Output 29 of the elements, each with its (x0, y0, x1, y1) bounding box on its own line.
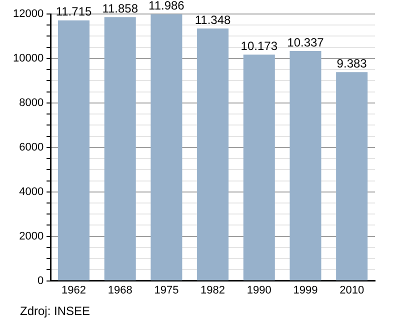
x-tick-label: 1982 (200, 284, 226, 296)
bar (150, 14, 182, 280)
data-label: 11.858 (102, 1, 138, 16)
bar (197, 28, 229, 280)
y-tick-label: 6000 (19, 141, 44, 154)
y-tick-label: 0 (37, 274, 44, 287)
y-tick-label: 12000 (12, 8, 44, 20)
text: Zdroj: INSEE (20, 304, 90, 318)
data-label: 11.715 (56, 4, 92, 19)
data-label: 11.986 (148, 0, 185, 13)
bar (104, 17, 136, 280)
bar (243, 54, 275, 280)
x-tick-label: 2010 (340, 284, 364, 296)
x-tick-label: 1975 (154, 284, 179, 296)
data-label: 11.348 (194, 12, 232, 27)
x-tick-label: 1990 (246, 284, 272, 296)
x-tick-label: 1968 (108, 284, 132, 296)
data-label: 10.173 (240, 38, 278, 53)
x-tick-label: 1999 (293, 284, 318, 296)
x-tick-label: 1962 (62, 284, 86, 296)
bar (290, 50, 322, 280)
y-tick-label: 4000 (19, 186, 44, 198)
bar (336, 72, 368, 280)
y-tick-label: 8000 (19, 96, 44, 109)
y-tick-label: 10000 (12, 52, 44, 64)
y-tick-label: 2000 (19, 230, 44, 242)
data-label: 10.337 (287, 35, 324, 50)
data-label: 9.383 (336, 56, 368, 70)
bar (58, 20, 90, 280)
